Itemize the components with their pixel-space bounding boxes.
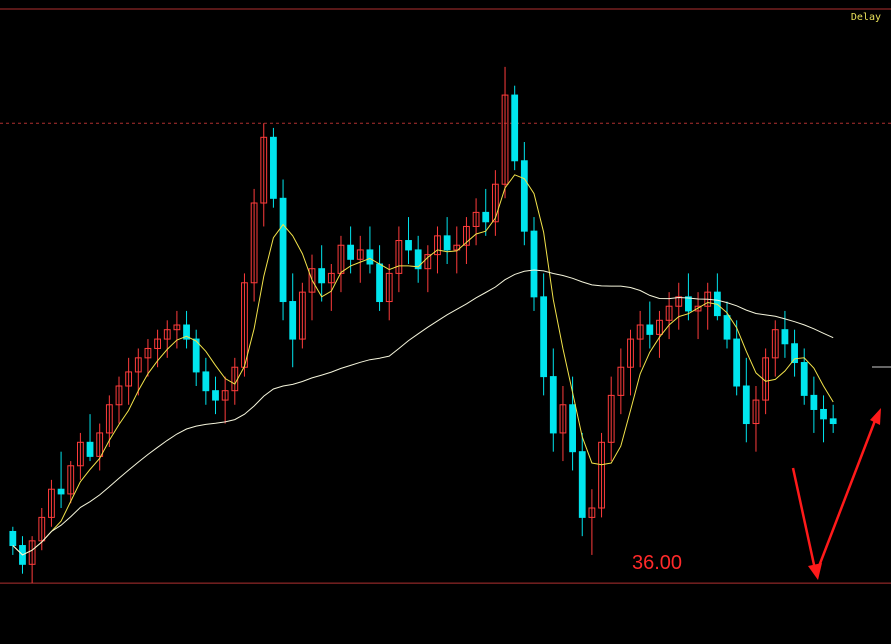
candle [337, 235, 345, 293]
candle [67, 461, 75, 504]
candle [144, 339, 152, 377]
candle [491, 170, 499, 236]
candle [105, 395, 113, 447]
candle [260, 123, 268, 227]
candle [212, 376, 219, 415]
candle [96, 423, 104, 471]
candle [453, 226, 461, 274]
candle [376, 245, 383, 311]
candle [800, 348, 808, 405]
candle [192, 329, 200, 386]
candle [598, 432, 605, 518]
candle [202, 357, 210, 405]
candle [723, 301, 731, 349]
candle [820, 395, 827, 443]
candle [405, 217, 412, 264]
candle [530, 217, 538, 311]
candle [791, 329, 798, 377]
candle [424, 245, 432, 293]
candle [511, 85, 519, 171]
candles [9, 66, 837, 584]
candle [636, 310, 644, 368]
candle [646, 301, 654, 349]
reference-lines [0, 122, 891, 584]
candle [9, 526, 17, 555]
candle [298, 282, 306, 349]
candle [173, 310, 181, 349]
candle [57, 451, 65, 508]
candle [810, 376, 818, 433]
candle [28, 536, 36, 584]
candle [733, 320, 741, 396]
candle [520, 142, 528, 246]
candle [482, 188, 490, 236]
candle [665, 292, 673, 340]
candle [713, 273, 721, 321]
candle [414, 235, 422, 283]
candle [829, 404, 837, 433]
candle [115, 376, 123, 424]
candle [771, 320, 779, 377]
candle [270, 127, 277, 208]
candle [559, 386, 567, 462]
candle [38, 508, 46, 551]
candle [627, 329, 634, 396]
candle [356, 235, 364, 283]
candle [289, 273, 297, 368]
candle [221, 376, 229, 424]
candle [675, 282, 683, 330]
candle [125, 357, 133, 405]
candle [395, 226, 403, 293]
candle [183, 310, 190, 349]
candle [463, 217, 470, 264]
candle [279, 179, 287, 321]
candle [241, 273, 248, 377]
price-level-label: 36.00 [632, 552, 683, 574]
candle [250, 188, 258, 302]
candle [472, 198, 480, 246]
candle [308, 254, 316, 321]
candle [617, 348, 625, 415]
candle [694, 292, 702, 340]
moving-averages [12, 174, 834, 556]
candle [549, 348, 557, 452]
ma-line-40 [12, 269, 834, 556]
candle [540, 273, 548, 396]
candle [385, 264, 393, 321]
candle [154, 329, 161, 368]
candle [86, 414, 94, 462]
delay-status: Delay [850, 12, 881, 23]
candle [366, 226, 374, 274]
candle [588, 489, 596, 555]
v-arrow-annotation [791, 408, 881, 580]
candle [656, 310, 663, 358]
candle [48, 479, 55, 527]
candle [76, 432, 84, 480]
candle [742, 357, 750, 443]
candle [578, 432, 586, 537]
candle [443, 217, 451, 264]
candle [685, 273, 692, 321]
candle [704, 282, 712, 330]
ma-line-5 [12, 174, 834, 556]
candle [752, 386, 760, 452]
candle [134, 348, 142, 396]
candle [163, 320, 171, 358]
candle [607, 376, 615, 462]
candle [327, 264, 335, 311]
candle [318, 245, 326, 302]
candle [501, 66, 509, 199]
